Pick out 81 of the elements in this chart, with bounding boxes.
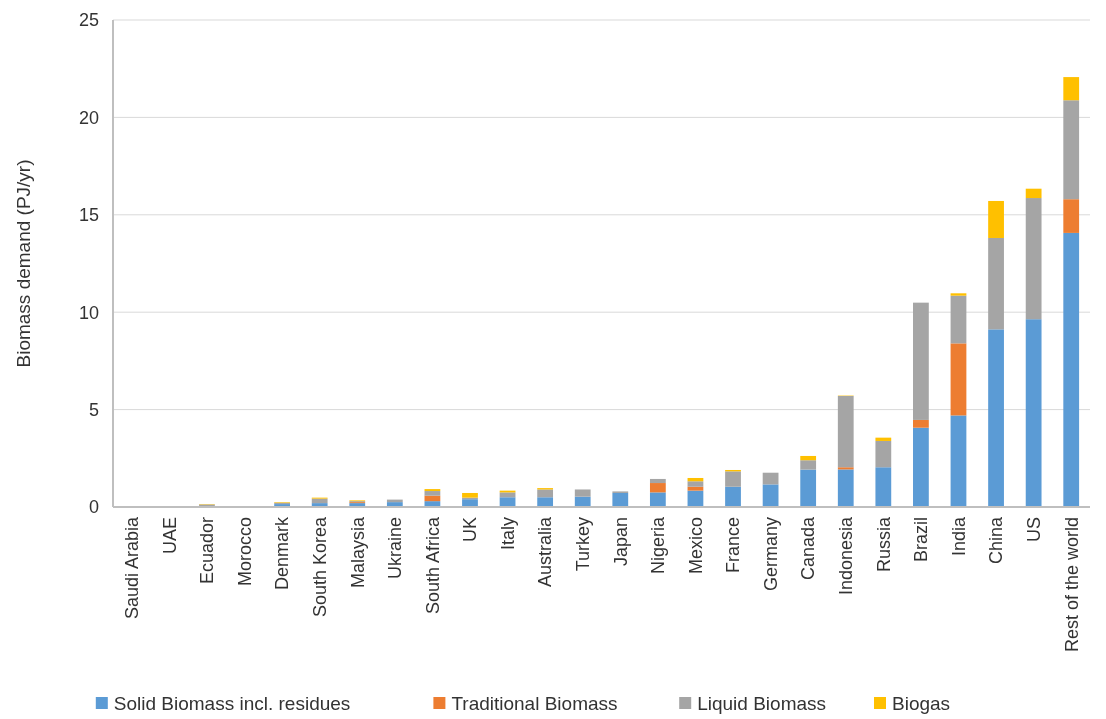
bar bbox=[311, 498, 328, 504]
bar bbox=[1025, 198, 1042, 320]
bar bbox=[1063, 100, 1080, 200]
x-tick-label: Brazil bbox=[911, 517, 932, 563]
x-tick-label: Ecuador bbox=[197, 517, 218, 585]
bar bbox=[800, 469, 817, 507]
x-tick-label: Malaysia bbox=[347, 516, 368, 589]
bar bbox=[1025, 188, 1042, 199]
y-tick-label: 5 bbox=[88, 399, 99, 420]
x-tick-label: Australia bbox=[535, 516, 556, 588]
x-tick-label: Ukraine bbox=[385, 517, 406, 580]
bar bbox=[725, 486, 741, 507]
x-tick-label: Indonesia bbox=[836, 516, 857, 596]
bar bbox=[762, 472, 779, 485]
bar bbox=[462, 492, 478, 498]
bar bbox=[875, 467, 892, 507]
x-tick-label: Denmark bbox=[272, 516, 293, 591]
bar bbox=[950, 343, 967, 416]
x-tick-label: South Africa bbox=[422, 516, 443, 615]
bar bbox=[1025, 319, 1042, 507]
bar bbox=[950, 415, 967, 507]
x-tick-label: Morocco bbox=[234, 517, 255, 587]
x-tick-label: UK bbox=[460, 517, 481, 543]
y-tick-label: 15 bbox=[78, 205, 99, 226]
y-axis-title: Biomass demand (PJ/yr) bbox=[13, 159, 34, 368]
bar bbox=[537, 489, 554, 498]
y-tick-label: 25 bbox=[78, 10, 99, 31]
bar bbox=[875, 437, 892, 441]
bar bbox=[687, 486, 704, 491]
bar bbox=[837, 395, 854, 468]
bar bbox=[462, 499, 478, 507]
bar bbox=[762, 484, 779, 507]
x-tick-label: Japan bbox=[610, 517, 631, 567]
x-tick-label: Italy bbox=[497, 517, 518, 551]
bar bbox=[687, 481, 704, 487]
legend-label: Solid Biomass incl. residues bbox=[113, 692, 351, 714]
bar bbox=[837, 469, 854, 507]
bar bbox=[950, 293, 967, 296]
legend-label: Liquid Biomass bbox=[697, 692, 827, 714]
x-tick-label: Germany bbox=[760, 517, 781, 592]
bar bbox=[837, 467, 854, 470]
bar bbox=[950, 295, 967, 344]
bar bbox=[725, 471, 741, 487]
bar bbox=[1063, 77, 1080, 101]
x-tick-label: Saudi Arabia bbox=[122, 516, 143, 620]
bar bbox=[988, 237, 1004, 330]
bar bbox=[612, 492, 629, 507]
x-tick-label: Turkey bbox=[573, 517, 594, 572]
x-tick-label: India bbox=[948, 516, 969, 557]
bar bbox=[499, 492, 516, 498]
y-tick-label: 10 bbox=[78, 302, 99, 323]
bar bbox=[988, 329, 1004, 507]
x-tick-label: Russia bbox=[873, 516, 894, 573]
x-tick-label: Rest of the world bbox=[1061, 517, 1082, 653]
x-tick-label: US bbox=[1023, 517, 1044, 543]
bar bbox=[800, 460, 817, 470]
x-tick-label: China bbox=[986, 516, 1007, 565]
legend-label: Biogas bbox=[892, 692, 951, 714]
x-tick-label: Canada bbox=[798, 516, 819, 581]
bar bbox=[913, 302, 929, 420]
x-tick-label: Mexico bbox=[685, 517, 706, 575]
bar bbox=[800, 455, 817, 461]
bar bbox=[913, 419, 929, 428]
bar bbox=[649, 492, 666, 507]
bar bbox=[574, 489, 591, 497]
bar bbox=[988, 200, 1004, 238]
y-tick-label: 20 bbox=[78, 107, 99, 128]
bar bbox=[1063, 232, 1080, 507]
bar bbox=[537, 497, 554, 507]
x-tick-label: South Korea bbox=[309, 516, 330, 618]
x-tick-label: UAE bbox=[159, 517, 180, 555]
bar bbox=[649, 478, 666, 484]
bar bbox=[424, 491, 441, 496]
bar bbox=[649, 483, 666, 493]
bar bbox=[875, 440, 892, 468]
bar bbox=[913, 427, 929, 507]
x-tick-label: France bbox=[723, 517, 744, 574]
x-tick-label: Nigeria bbox=[648, 516, 669, 575]
bar bbox=[1063, 199, 1080, 233]
y-tick-label: 0 bbox=[88, 497, 99, 518]
legend-label: Traditional Biomass bbox=[451, 692, 618, 714]
